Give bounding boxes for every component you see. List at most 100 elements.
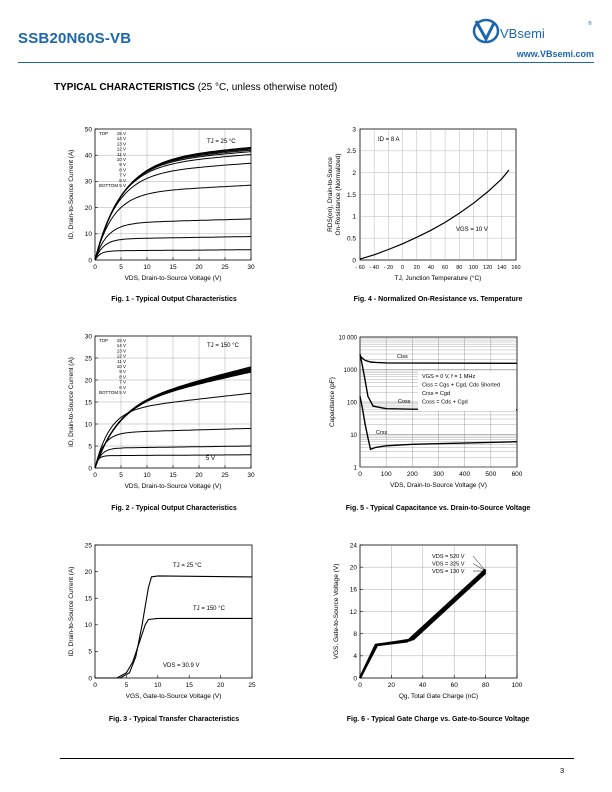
y-tick-label: 5 (88, 443, 92, 450)
section-condition: (25 °C, unless otherwise noted) (197, 82, 338, 93)
legend-entry: 14 V (117, 136, 126, 141)
fig3-caption: Fig. 3 - Typical Transfer Characteristic… (108, 716, 240, 723)
x-axis-label: VDS, Drain-to-Source Voltage (V) (390, 482, 487, 489)
fig6-caption: Fig. 6 - Typical Gate Charge vs. Gate-to… (346, 716, 530, 723)
y-tick-label: 50 (85, 126, 93, 133)
fig5-legend-bg (418, 371, 516, 411)
fig1-series-line (94, 162, 252, 261)
fig1-series-line (94, 236, 252, 261)
section-heading: TYPICAL CHARACTERISTICS (25 °C, unless o… (54, 82, 337, 93)
y-tick-label: 0.5 (347, 235, 356, 242)
x-tick-label: 20 (388, 682, 396, 689)
x-tick-label: 120 (483, 265, 492, 271)
y-tick-label: 15 (85, 399, 93, 406)
fig2-chart: 0 5 10 15 20 25 30 0 5 10 15 20 25 30 VDS, Drain-to-So… (68, 333, 255, 490)
legend-entry: 6 V (119, 385, 126, 390)
fig3-annotation-150c: TJ = 150 °C (193, 606, 226, 612)
y-tick-label: 0 (352, 257, 356, 264)
y-axis-label: ID, Drain-to-Source Current (A) (68, 567, 75, 657)
legend-entry: 7 V (119, 380, 126, 385)
x-axis-label: VDS, Drain-to-Source Voltage (V) (125, 275, 222, 282)
legend-entry: 13 V (117, 348, 126, 353)
x-tick-label: 15 (186, 682, 194, 689)
x-tick-label: 30 (247, 264, 255, 271)
fig1-caption: Fig. 1 - Typical Output Characteristics (111, 296, 237, 303)
legend-entry: 9 V (119, 369, 126, 374)
fig6-leader-line (472, 563, 486, 572)
legend-entry: 8 V (119, 167, 126, 172)
x-axis-label: VGS, Gate-to-Source Voltage (V) (126, 693, 222, 700)
y-tick-label: 30 (85, 179, 93, 186)
fig5-label-ciss: Ciss (397, 354, 408, 360)
x-tick-label: 30 (247, 472, 255, 479)
header-rule (18, 62, 594, 63)
legend-entry: 11 V (117, 359, 126, 364)
y-tick-label: 40 (85, 153, 93, 160)
fig1-series-line (94, 218, 252, 261)
x-tick-label: 80 (456, 265, 462, 271)
x-tick-label: 0 (358, 682, 362, 689)
y-tick-label: 100 (347, 400, 358, 406)
y-tick-label: 0 (88, 675, 92, 682)
legend-top-label: TOP (99, 338, 108, 343)
x-tick-label: - 60 (355, 265, 364, 271)
x-tick-label: 500 (485, 471, 496, 478)
fig3-annotation-25c: TJ = 25 °C (173, 563, 202, 569)
section-title: TYPICAL CHARACTERISTICS (54, 82, 195, 93)
fig2-series-line (94, 454, 251, 469)
fig5-series-coss (359, 353, 518, 411)
fig6-legend-entry: VDS = 130 V (432, 569, 465, 575)
fig3-series-line (95, 575, 253, 679)
fig4-annotation-vgs: VGS = 10 V (456, 227, 488, 233)
x-tick-label: 0 (93, 472, 97, 479)
x-axis-label: TJ, Junction Temperature (°C) (395, 274, 482, 282)
legend-entry: 14 V (117, 343, 126, 348)
fig3-chart-frame (94, 544, 253, 679)
x-tick-label: - 40 (369, 265, 378, 271)
legend-entry: 10 V (117, 157, 126, 162)
y-tick-label: 25 (85, 542, 93, 549)
legend-entry: 10 V (117, 364, 126, 369)
fig4-series-line (359, 169, 510, 260)
x-tick-label: 15 (169, 472, 177, 479)
legend-entry: 5 V (119, 183, 126, 188)
x-tick-label: 200 (407, 471, 418, 478)
x-tick-label: 5 (125, 682, 129, 689)
legend-entry: 12 V (117, 147, 126, 152)
fig2-5v-label: 5 V (206, 456, 215, 462)
y-tick-label: 25 (85, 355, 93, 362)
y-tick-label: 1 (354, 465, 358, 471)
x-tick-label: 0 (93, 264, 97, 271)
fig1-chart: 0 5 10 15 20 25 30 0 10 20 30 40 50 VDS, Drain-to-Sou… (68, 126, 255, 282)
fig1-series-line (94, 249, 251, 261)
y-tick-label: 0 (88, 257, 92, 264)
legend-entry: 5 V (119, 390, 126, 395)
x-tick-label: 10 (143, 472, 151, 479)
fig4-annotation-id: ID = 8 A (378, 137, 400, 143)
legend-entry: 15 V (117, 338, 126, 343)
fig3-annotation-vds: VDS = 30.9 V (163, 663, 200, 669)
y-tick-label: 10 (85, 231, 93, 238)
y-tick-label: 2 (352, 170, 356, 177)
legend-bottom-label: BOTTOM (99, 183, 118, 188)
x-tick-label: 400 (459, 471, 470, 478)
y-axis-label: ID, Drain-to-Source Current (A) (68, 357, 75, 447)
x-axis-label: Qg, Total Gate Charge (nC) (399, 693, 478, 700)
fig2-series-line (94, 392, 252, 469)
fig5-label-coss: Coss (398, 399, 411, 405)
y-axis-label: ID, Drain-to-Source Current (A) (68, 150, 75, 240)
x-tick-label: 20 (195, 472, 203, 479)
website-url[interactable]: www.VBsemi.com (516, 49, 594, 59)
x-tick-label: 20 (414, 265, 420, 271)
y-tick-label: 3 (352, 126, 356, 133)
y-axis-label: VGS, Gate-to-Source Voltage (V) (333, 564, 340, 660)
y-tick-label: 1.5 (347, 192, 356, 199)
x-tick-label: 100 (469, 265, 478, 271)
y-tick-label: 1 (352, 214, 356, 221)
x-tick-label: 5 (119, 264, 123, 271)
x-tick-label: 10 (154, 682, 162, 689)
x-tick-label: 15 (169, 264, 177, 271)
legend-entry: 9 V (119, 162, 126, 167)
fig5-series-crss (359, 396, 518, 451)
